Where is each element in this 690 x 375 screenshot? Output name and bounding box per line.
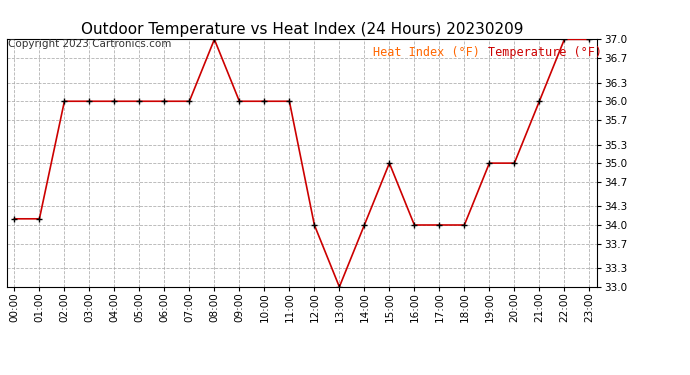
Text: Copyright 2023 Cartronics.com: Copyright 2023 Cartronics.com <box>8 39 172 50</box>
Text: Temperature (°F): Temperature (°F) <box>488 46 602 58</box>
Title: Outdoor Temperature vs Heat Index (24 Hours) 20230209: Outdoor Temperature vs Heat Index (24 Ho… <box>81 22 523 37</box>
Text: Heat Index (°F): Heat Index (°F) <box>373 46 486 58</box>
